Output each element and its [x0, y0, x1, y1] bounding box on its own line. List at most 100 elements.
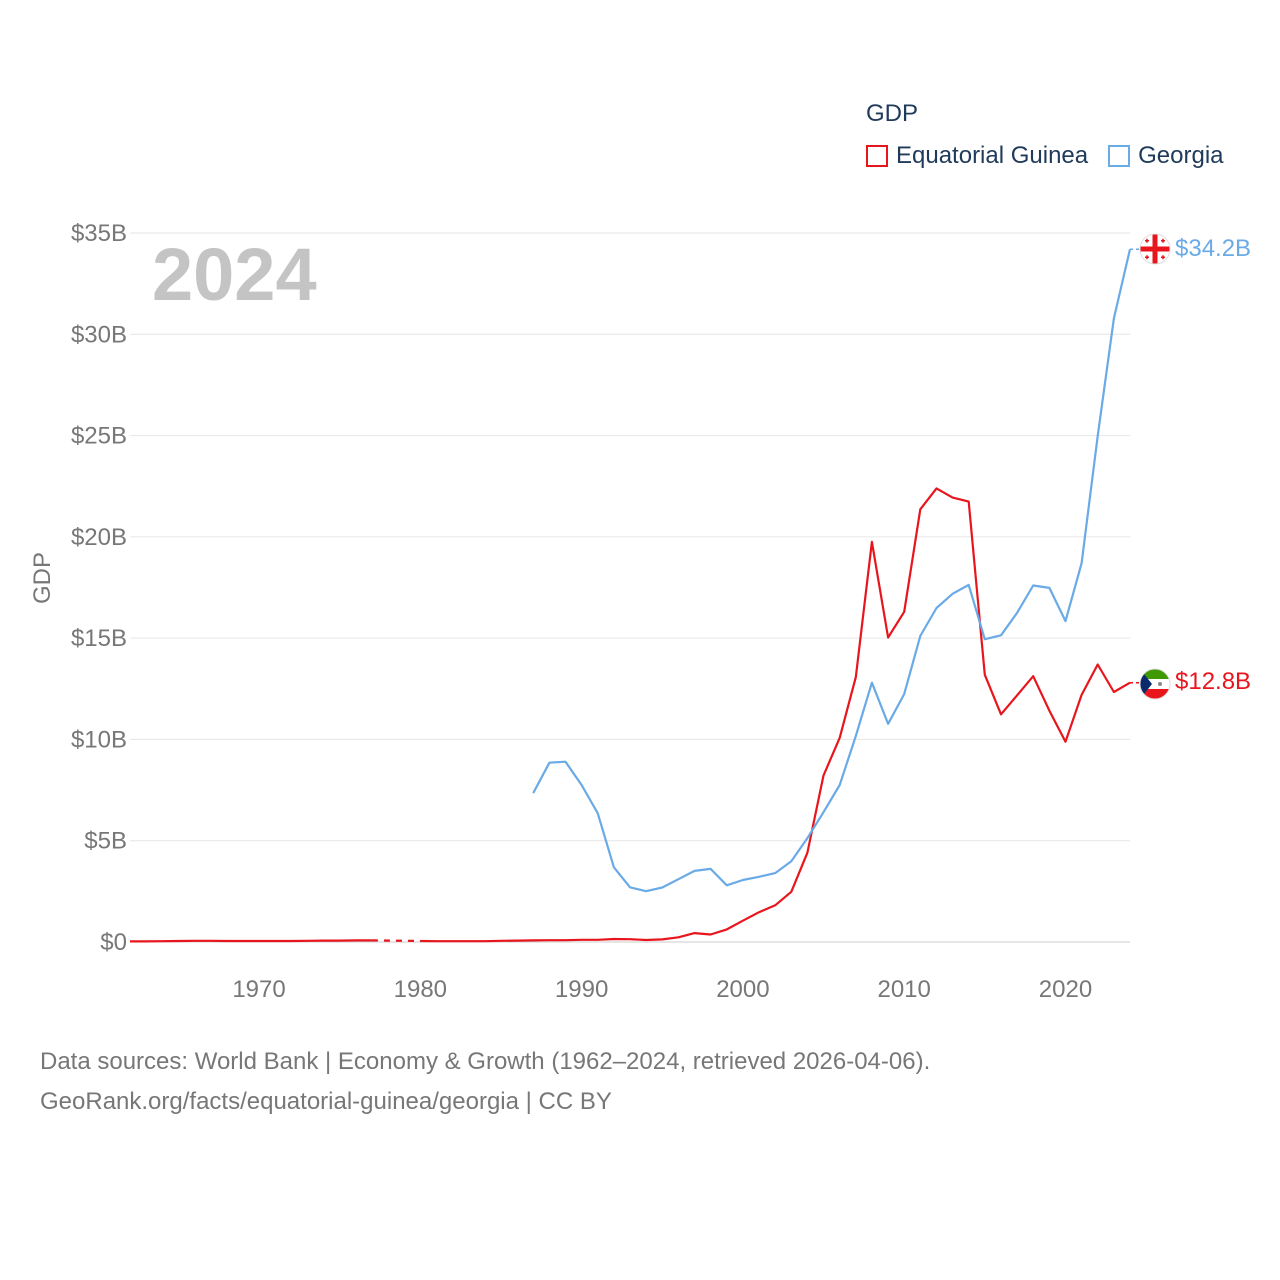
equatorial-guinea-point[interactable]	[514, 938, 520, 944]
equatorial-guinea-point[interactable]	[579, 937, 585, 943]
equatorial-guinea-point[interactable]	[337, 938, 343, 944]
georgia-point[interactable]	[885, 721, 891, 727]
equatorial-guinea-point[interactable]	[272, 938, 278, 944]
georgia-point[interactable]	[837, 782, 843, 788]
equatorial-guinea-point[interactable]	[756, 909, 762, 915]
equatorial-guinea-point[interactable]	[175, 938, 181, 944]
georgia-point[interactable]	[1079, 560, 1085, 566]
equatorial-guinea-point[interactable]	[708, 932, 714, 938]
legend-item-equatorial-guinea[interactable]: Equatorial Guinea	[866, 142, 1088, 170]
legend-item-georgia[interactable]: Georgia	[1108, 142, 1224, 170]
georgia-point[interactable]	[562, 759, 568, 765]
georgia-point[interactable]	[675, 876, 681, 882]
georgia-point[interactable]	[804, 835, 810, 841]
equatorial-guinea-point[interactable]	[611, 936, 617, 942]
equatorial-guinea-point[interactable]	[675, 934, 681, 940]
equatorial-guinea-point[interactable]	[288, 938, 294, 944]
equatorial-guinea-point[interactable]	[627, 936, 633, 942]
equatorial-guinea-point[interactable]	[901, 609, 907, 615]
georgia-point[interactable]	[595, 810, 601, 816]
equatorial-guinea-point[interactable]	[917, 506, 923, 512]
equatorial-guinea-point[interactable]	[321, 938, 327, 944]
equatorial-guinea-point[interactable]	[498, 938, 504, 944]
equatorial-guinea-point[interactable]	[256, 938, 262, 944]
equatorial-guinea-point[interactable]	[417, 938, 423, 944]
equatorial-guinea-point[interactable]	[837, 735, 843, 741]
equatorial-guinea-point[interactable]	[740, 918, 746, 924]
georgia-point[interactable]	[966, 582, 972, 588]
georgia-point[interactable]	[901, 691, 907, 697]
georgia-point[interactable]	[546, 760, 552, 766]
georgia-point[interactable]	[627, 884, 633, 890]
equatorial-guinea-point[interactable]	[853, 674, 859, 680]
equatorial-guinea-point[interactable]	[966, 499, 972, 505]
equatorial-guinea-point[interactable]	[1079, 692, 1085, 698]
equatorial-guinea-point[interactable]	[724, 926, 730, 932]
equatorial-guinea-point[interactable]	[127, 938, 133, 944]
georgia-point[interactable]	[1111, 315, 1117, 321]
equatorial-guinea-point[interactable]	[369, 937, 375, 943]
equatorial-guinea-point[interactable]	[143, 938, 149, 944]
equatorial-guinea-point[interactable]	[208, 938, 214, 944]
georgia-point[interactable]	[821, 809, 827, 815]
georgia-point[interactable]	[643, 888, 649, 894]
equatorial-guinea-point[interactable]	[304, 938, 310, 944]
georgia-point[interactable]	[659, 885, 665, 891]
georgia-point[interactable]	[1014, 610, 1020, 616]
georgia-point[interactable]	[530, 790, 536, 796]
equatorial-guinea-point[interactable]	[692, 930, 698, 936]
equatorial-guinea-point[interactable]	[1030, 673, 1036, 679]
georgia-point[interactable]	[933, 605, 939, 611]
equatorial-guinea-point[interactable]	[804, 850, 810, 856]
equatorial-guinea-point[interactable]	[933, 485, 939, 491]
georgia-point[interactable]	[579, 782, 585, 788]
equatorial-guinea-point[interactable]	[643, 937, 649, 943]
equatorial-guinea-point[interactable]	[562, 937, 568, 943]
georgia-point[interactable]	[724, 882, 730, 888]
georgia-point[interactable]	[788, 858, 794, 864]
equatorial-guinea-point[interactable]	[192, 938, 198, 944]
equatorial-guinea-point[interactable]	[821, 772, 827, 778]
georgia-point[interactable]	[982, 636, 988, 642]
georgia-point[interactable]	[1030, 582, 1036, 588]
georgia-point[interactable]	[708, 866, 714, 872]
georgia-point[interactable]	[1095, 433, 1101, 439]
equatorial-guinea-point[interactable]	[998, 711, 1004, 717]
georgia-point[interactable]	[950, 591, 956, 597]
georgia-point[interactable]	[917, 633, 923, 639]
equatorial-guinea-point[interactable]	[224, 938, 230, 944]
equatorial-guinea-point[interactable]	[450, 938, 456, 944]
equatorial-guinea-point[interactable]	[950, 495, 956, 501]
equatorial-guinea-point[interactable]	[885, 635, 891, 641]
equatorial-guinea-point[interactable]	[353, 937, 359, 943]
georgia-point[interactable]	[1062, 618, 1068, 624]
attribution-link[interactable]: GeoRank.org/facts/equatorial-guinea/geor…	[40, 1088, 612, 1115]
equatorial-guinea-point[interactable]	[1095, 661, 1101, 667]
equatorial-guinea-point[interactable]	[530, 937, 536, 943]
equatorial-guinea-point[interactable]	[240, 938, 246, 944]
georgia-point[interactable]	[1046, 585, 1052, 591]
georgia-point[interactable]	[611, 864, 617, 870]
equatorial-guinea-point[interactable]	[433, 938, 439, 944]
equatorial-guinea-point[interactable]	[546, 937, 552, 943]
equatorial-guinea-point[interactable]	[159, 938, 165, 944]
equatorial-guinea-point[interactable]	[869, 539, 875, 545]
equatorial-guinea-point[interactable]	[772, 902, 778, 908]
equatorial-guinea-point[interactable]	[482, 938, 488, 944]
georgia-point[interactable]	[869, 680, 875, 686]
equatorial-guinea-point[interactable]	[466, 938, 472, 944]
equatorial-guinea-point[interactable]	[982, 672, 988, 678]
georgia-point[interactable]	[998, 632, 1004, 638]
equatorial-guinea-point[interactable]	[595, 937, 601, 943]
equatorial-guinea-point[interactable]	[1111, 689, 1117, 695]
georgia-point[interactable]	[740, 877, 746, 883]
georgia-point[interactable]	[692, 868, 698, 874]
equatorial-guinea-point[interactable]	[659, 936, 665, 942]
equatorial-guinea-point[interactable]	[1046, 708, 1052, 714]
equatorial-guinea-point[interactable]	[1014, 692, 1020, 698]
georgia-point[interactable]	[772, 870, 778, 876]
equatorial-guinea-point[interactable]	[788, 889, 794, 895]
georgia-point[interactable]	[756, 874, 762, 880]
equatorial-guinea-point[interactable]	[1062, 739, 1068, 745]
georgia-point[interactable]	[853, 733, 859, 739]
